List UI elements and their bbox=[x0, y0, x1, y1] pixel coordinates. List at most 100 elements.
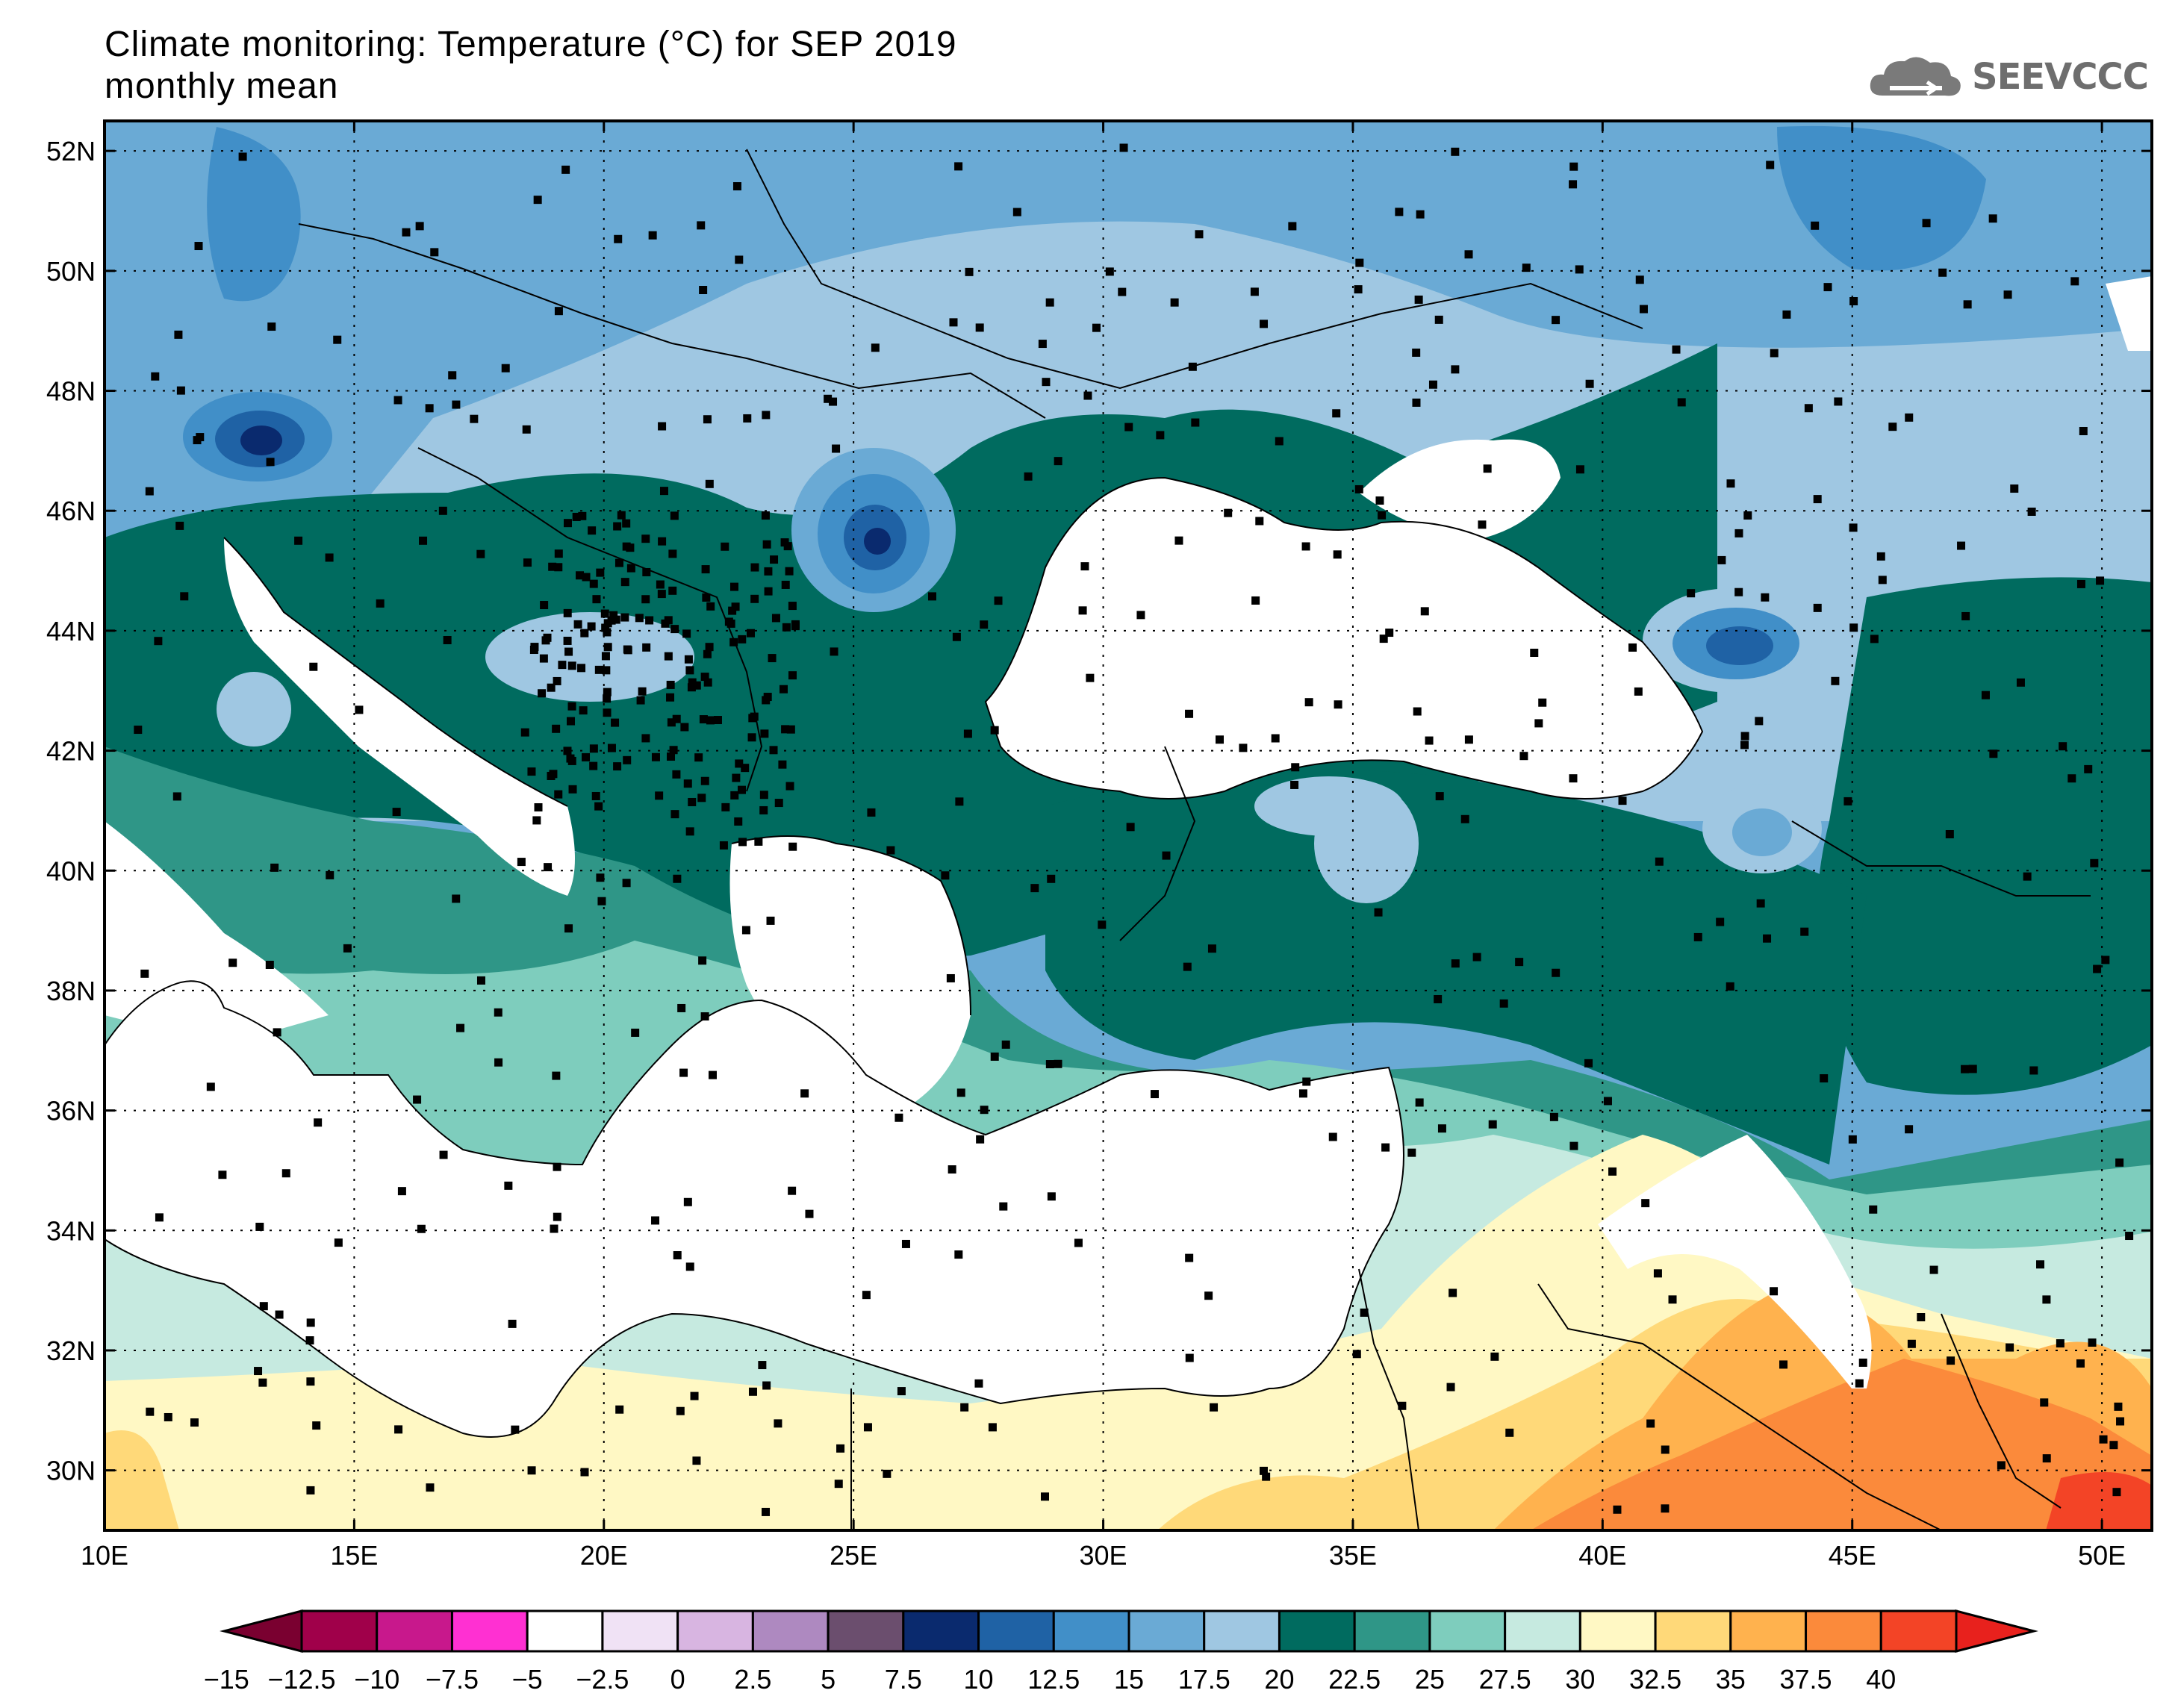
station-marker bbox=[1415, 1098, 1424, 1107]
colorbar-label: 32.5 bbox=[1629, 1664, 1681, 1695]
station-marker bbox=[703, 678, 712, 687]
station-marker bbox=[1569, 162, 1578, 171]
station-marker bbox=[589, 761, 598, 770]
station-marker bbox=[594, 802, 603, 811]
colorbar-swatch bbox=[827, 1609, 905, 1653]
station-marker bbox=[642, 643, 651, 652]
station-marker bbox=[1963, 300, 1972, 309]
station-marker bbox=[1763, 934, 1772, 943]
station-marker bbox=[867, 808, 876, 817]
station-marker bbox=[1968, 1065, 1977, 1073]
colorbar-swatch bbox=[376, 1609, 453, 1653]
station-marker bbox=[1989, 749, 1998, 758]
station-marker bbox=[1251, 596, 1260, 605]
station-marker bbox=[1490, 1352, 1499, 1361]
station-marker bbox=[1743, 511, 1752, 520]
station-marker bbox=[1047, 1192, 1056, 1201]
station-marker bbox=[743, 414, 752, 423]
station-marker bbox=[1938, 268, 1947, 277]
station-marker bbox=[999, 1202, 1008, 1211]
colorbar-label: −2.5 bbox=[576, 1664, 629, 1695]
desert-gap bbox=[1598, 1135, 1872, 1388]
station-marker bbox=[2070, 277, 2079, 286]
station-marker bbox=[697, 221, 706, 230]
station-marker bbox=[750, 594, 759, 603]
station-marker bbox=[1381, 1143, 1390, 1152]
station-marker bbox=[1613, 1505, 1622, 1514]
station-marker bbox=[563, 519, 572, 528]
station-marker bbox=[1569, 1141, 1578, 1150]
caspian-sea bbox=[2106, 276, 2152, 351]
station-marker bbox=[476, 976, 485, 985]
station-marker bbox=[620, 578, 629, 587]
station-marker bbox=[592, 595, 601, 604]
station-marker bbox=[594, 665, 603, 674]
station-marker bbox=[563, 636, 572, 645]
colorbar-label: 12.5 bbox=[1027, 1664, 1080, 1695]
station-marker bbox=[456, 1023, 465, 1032]
station-marker bbox=[1378, 511, 1387, 520]
station-marker bbox=[1259, 1466, 1268, 1475]
station-marker bbox=[728, 606, 737, 615]
station-marker bbox=[1922, 219, 1931, 228]
station-marker bbox=[1831, 676, 1840, 685]
station-marker bbox=[218, 1171, 227, 1179]
station-marker bbox=[762, 540, 771, 549]
station-marker bbox=[1451, 147, 1460, 156]
station-marker bbox=[1653, 1269, 1662, 1278]
station-marker bbox=[397, 1187, 406, 1196]
y-tick-label: 38N bbox=[46, 976, 96, 1006]
station-marker bbox=[1185, 709, 1194, 718]
station-marker bbox=[1451, 959, 1460, 968]
station-marker bbox=[1603, 1097, 1612, 1106]
station-marker bbox=[504, 1181, 513, 1190]
station-marker bbox=[508, 1319, 517, 1328]
station-marker bbox=[670, 810, 679, 819]
station-marker bbox=[721, 802, 730, 811]
station-marker bbox=[597, 897, 606, 906]
station-marker bbox=[738, 635, 747, 643]
colorbar-label: 2.5 bbox=[734, 1664, 771, 1695]
station-marker bbox=[788, 842, 797, 851]
station-marker bbox=[258, 1378, 267, 1387]
station-marker bbox=[750, 712, 759, 721]
station-marker bbox=[1538, 698, 1547, 707]
station-marker bbox=[1608, 1167, 1617, 1176]
station-marker bbox=[963, 729, 972, 738]
station-marker bbox=[2101, 956, 2110, 964]
station-marker bbox=[476, 549, 485, 558]
station-marker bbox=[754, 837, 763, 846]
station-marker bbox=[661, 619, 670, 628]
station-marker bbox=[527, 767, 536, 776]
station-marker bbox=[990, 1052, 999, 1061]
station-marker bbox=[1126, 823, 1135, 832]
station-marker bbox=[1929, 1265, 1938, 1274]
station-marker bbox=[566, 754, 575, 763]
station-marker bbox=[1755, 717, 1764, 726]
colorbar-under-arrow bbox=[220, 1609, 303, 1653]
station-marker bbox=[326, 870, 335, 879]
y-tick-label: 52N bbox=[46, 136, 96, 166]
station-marker bbox=[2088, 1338, 2097, 1347]
station-marker bbox=[334, 1238, 343, 1247]
station-marker bbox=[785, 782, 794, 791]
station-marker bbox=[2109, 1441, 2118, 1450]
station-marker bbox=[1672, 345, 1681, 354]
station-marker bbox=[1716, 917, 1725, 926]
station-marker bbox=[2003, 290, 2012, 299]
station-marker bbox=[145, 487, 154, 496]
station-marker bbox=[700, 776, 709, 785]
station-marker bbox=[688, 797, 697, 806]
station-marker bbox=[1333, 550, 1342, 559]
station-marker bbox=[306, 1486, 315, 1494]
station-marker bbox=[612, 615, 620, 624]
station-marker bbox=[1255, 517, 1264, 526]
station-marker bbox=[563, 747, 572, 755]
station-marker bbox=[2067, 774, 2076, 783]
station-marker bbox=[780, 538, 789, 547]
station-marker bbox=[631, 1028, 640, 1037]
station-marker bbox=[834, 1480, 843, 1489]
station-marker bbox=[1188, 362, 1197, 371]
station-marker bbox=[746, 629, 755, 638]
